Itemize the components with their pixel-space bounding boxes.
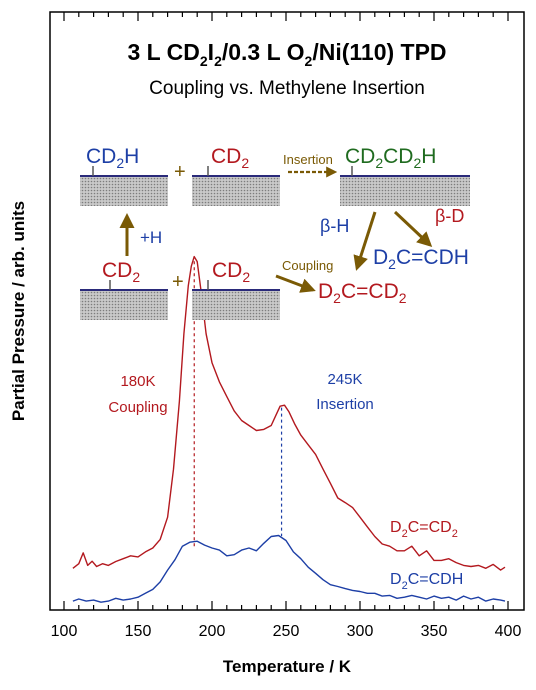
series-label-d2ccd2: D2C=CD2 <box>390 519 458 540</box>
arrow-coupling <box>275 274 316 293</box>
annotation-245k: 245K <box>327 371 362 388</box>
chart-title: 3 L CD2I2/0.3 L O2/Ni(110) TPD <box>127 39 446 69</box>
species-d2ccdh: D2C=CDH <box>373 246 469 272</box>
species-cd2-bottom-mid: CD2 <box>212 259 250 285</box>
series-layer <box>72 255 506 603</box>
surface-top-right <box>340 176 470 206</box>
y-axis-label: Partial Pressure / arb. units <box>9 201 28 421</box>
label-beta-h: β-H <box>320 216 349 236</box>
x-tick-label: 350 <box>421 623 448 640</box>
surface-bottom-mid <box>192 290 280 320</box>
label-plus-h: +H <box>140 228 162 247</box>
annotation-180k: 180K <box>120 373 155 390</box>
x-tick-label: 150 <box>125 623 152 640</box>
surface-top-left <box>80 176 168 206</box>
arrow-beta-d <box>393 210 433 248</box>
series-line-d2ccdh <box>72 534 506 603</box>
plus-bottom: + <box>172 271 184 293</box>
species-cd2-bottom-left: CD2 <box>102 259 140 285</box>
label-insertion: Insertion <box>283 152 333 167</box>
series-line-d2ccd2 <box>72 255 506 571</box>
chart-subtitle: Coupling vs. Methylene Insertion <box>149 78 425 99</box>
species-cd2-top: CD2 <box>211 145 249 171</box>
plus-top: + <box>174 161 186 183</box>
species-d2ccd2: D2C=CD2 <box>318 280 407 306</box>
annotation-insertion: Insertion <box>316 396 374 413</box>
surface-top-mid <box>192 176 280 206</box>
species-cd2h: CD2H <box>86 145 139 171</box>
x-tick-label: 300 <box>347 623 374 640</box>
species-cd2cd2h: CD2CD2H <box>345 145 436 171</box>
x-tick-label: 250 <box>273 623 300 640</box>
x-axis-ticks: 100 150 200 250 300 350 400 <box>51 12 522 640</box>
surface-bottom-left <box>80 290 168 320</box>
x-tick-label: 200 <box>199 623 226 640</box>
x-tick-label: 400 <box>495 623 522 640</box>
label-beta-d: β-D <box>435 206 464 226</box>
arrow-beta-h <box>353 211 377 271</box>
label-coupling: Coupling <box>282 258 333 273</box>
annotation-coupling: Coupling <box>108 399 167 416</box>
plot-frame <box>49 11 525 611</box>
series-label-d2ccdh: D2C=CDH <box>390 571 463 592</box>
x-tick-label: 100 <box>51 623 78 640</box>
x-axis-label: Temperature / K <box>223 657 352 676</box>
